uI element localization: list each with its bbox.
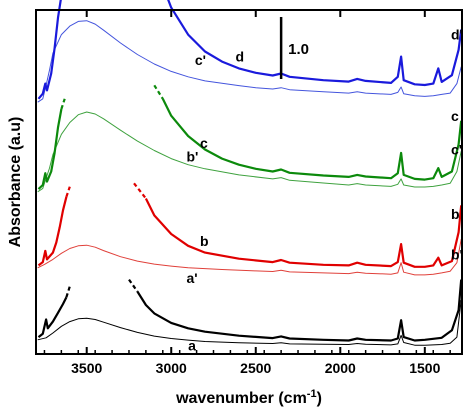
series-a'-tail-dashed (128, 278, 139, 293)
series-c'-tail (161, 98, 462, 181)
series-c'-tail-dashed (153, 84, 164, 100)
curve-label-right-c: c (451, 108, 459, 124)
curve-label-right-d': d' (451, 27, 463, 43)
x-tick-label-1500: 1500 (409, 360, 440, 376)
x-tick-label-2500: 2500 (240, 360, 271, 376)
plot-frame (35, 9, 463, 355)
series-d'-line (37, 0, 62, 100)
series-c-line (37, 111, 462, 193)
x-tick-label-3000: 3000 (156, 360, 187, 376)
series-a'-line (37, 296, 68, 338)
y-axis-title: Absorbance (a.u) (7, 117, 24, 248)
curve-labels: aa'bb'cc'dd'bb'cc'dd' (186, 27, 463, 354)
x-axis-title-sup: -1 (307, 388, 317, 400)
curve-label-right-c': c' (451, 142, 462, 158)
curve-label-a': a' (186, 270, 197, 286)
series-b-line (37, 239, 462, 276)
x-axis-title-end: ) (317, 390, 322, 407)
series-d'-tail (167, 0, 462, 87)
series-b'-dashed (65, 186, 71, 198)
x-tick-label-2000: 2000 (325, 360, 356, 376)
series-d-line (37, 20, 462, 103)
series-b'-tail-dashed (133, 182, 147, 200)
curve-label-c': c' (195, 52, 206, 68)
curve-label-b: b (200, 233, 209, 249)
series-b'-line (37, 196, 68, 267)
x-tick-label-3500: 3500 (71, 360, 102, 376)
series-c'-dashed (60, 98, 66, 110)
curve-label-right-b': b' (451, 246, 463, 262)
curve-label-b': b' (186, 148, 198, 164)
series-b'-tail (144, 198, 462, 268)
scale-bar: 1.0 (279, 17, 309, 79)
x-axis-title-main: wavenumber (cm (175, 390, 307, 407)
axes: 3500 3000 2500 2000 1500 (35, 9, 463, 376)
scale-bar-label: 1.0 (288, 41, 309, 58)
curve-label-a: a (188, 338, 196, 354)
curve-label-d: d (235, 49, 244, 65)
series-c'-line (37, 108, 63, 190)
x-axis-title: wavenumber (cm-1) (175, 388, 322, 407)
series-a-line (37, 299, 462, 346)
curve-label-right-b: b (451, 206, 460, 222)
series-a'-dashed (65, 286, 71, 298)
curve-label-c: c (200, 135, 208, 151)
series-a'-tail (136, 279, 462, 342)
plot-area (37, 0, 462, 346)
